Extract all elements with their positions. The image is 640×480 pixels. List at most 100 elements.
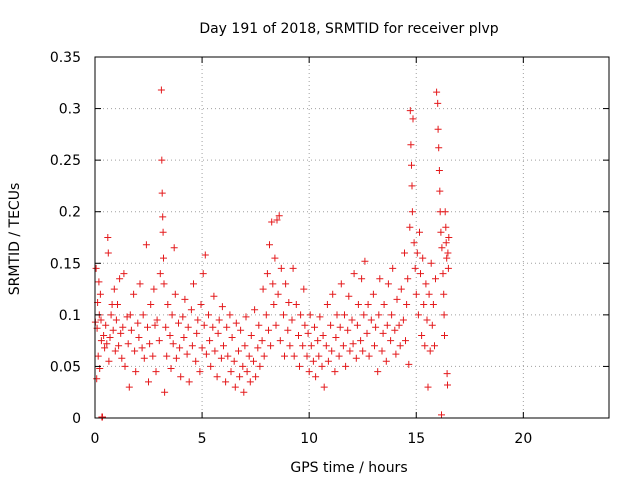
data-point <box>284 326 292 334</box>
data-point <box>223 323 231 331</box>
data-point <box>426 347 434 355</box>
data-point <box>163 352 171 360</box>
data-point <box>371 342 378 350</box>
data-point <box>442 239 450 247</box>
data-point <box>136 280 144 288</box>
data-point <box>192 357 200 365</box>
data-point <box>422 280 430 288</box>
data-point <box>250 357 257 365</box>
grid-lines <box>95 57 609 418</box>
data-point <box>282 280 290 288</box>
data-point <box>107 311 115 319</box>
data-point <box>97 316 105 324</box>
data-point <box>367 316 375 324</box>
data-point <box>172 354 180 362</box>
data-point <box>309 357 317 365</box>
data-point <box>437 228 445 236</box>
data-point <box>403 301 411 308</box>
data-point <box>110 285 118 293</box>
data-point <box>441 332 448 339</box>
data-point <box>431 342 438 350</box>
data-point <box>188 342 196 350</box>
data-point <box>323 301 331 308</box>
data-point <box>231 383 239 391</box>
data-point <box>273 216 281 224</box>
data-point <box>413 249 421 257</box>
data-point <box>164 301 172 308</box>
data-point <box>376 275 384 283</box>
data-point <box>346 347 354 355</box>
y-axis-label: SRMTID / TECUs <box>7 183 23 296</box>
y-tick-label: 0.2 <box>59 205 81 221</box>
data-point <box>272 321 280 329</box>
data-point <box>408 161 415 169</box>
data-point <box>109 326 117 334</box>
data-point <box>201 251 209 259</box>
data-point <box>184 323 192 331</box>
data-point <box>357 337 365 345</box>
data-point <box>349 340 357 348</box>
data-point <box>305 368 313 376</box>
data-point <box>206 337 214 345</box>
data-point <box>383 321 391 329</box>
data-point <box>311 323 318 331</box>
data-point <box>312 373 320 381</box>
data-point <box>115 342 123 350</box>
data-point <box>374 368 382 376</box>
data-point <box>156 270 164 278</box>
data-point <box>265 326 272 334</box>
data-point <box>439 270 447 278</box>
data-point <box>251 306 259 314</box>
data-point <box>181 295 189 303</box>
x-tick-label: 15 <box>407 431 425 447</box>
y-tick-label: 0.05 <box>50 359 81 375</box>
data-point <box>420 301 428 308</box>
data-point <box>299 342 307 350</box>
data-point <box>421 342 429 350</box>
data-point <box>322 342 330 350</box>
data-point <box>240 388 248 396</box>
data-point <box>124 340 132 348</box>
data-point <box>159 213 167 221</box>
data-point <box>193 329 201 337</box>
data-point <box>353 321 361 329</box>
data-point <box>227 368 235 376</box>
data-point <box>290 352 298 360</box>
data-point <box>401 249 408 257</box>
data-point <box>198 344 206 352</box>
data-point <box>378 347 386 355</box>
data-point <box>379 329 387 337</box>
data-point <box>342 362 350 370</box>
data-point <box>183 350 191 358</box>
data-point <box>380 301 388 308</box>
data-point <box>329 290 337 298</box>
data-point <box>168 311 176 319</box>
data-point <box>365 352 373 360</box>
data-point <box>289 264 297 272</box>
data-point <box>241 342 249 350</box>
y-tick-label: 0.1 <box>59 308 81 324</box>
data-point <box>304 329 312 337</box>
data-point <box>246 378 254 386</box>
data-point <box>434 125 442 133</box>
x-tick-label: 20 <box>514 431 532 447</box>
data-point <box>185 378 193 386</box>
data-point <box>316 313 324 321</box>
x-tick-label: 0 <box>91 431 100 447</box>
data-point <box>324 357 332 365</box>
data-point <box>200 321 208 329</box>
data-point <box>406 223 414 231</box>
data-point <box>99 413 106 421</box>
data-point <box>119 323 127 331</box>
data-point <box>255 321 263 329</box>
chart-title: Day 191 of 2018, SRMTID for receiver plv… <box>199 21 498 37</box>
data-point <box>222 378 230 386</box>
x-axis-label: GPS time / hours <box>290 460 407 476</box>
data-point <box>160 254 167 262</box>
data-point <box>440 290 448 298</box>
data-point <box>360 311 368 319</box>
axis-ticks: 0 5 10 15 20 0 0.05 0.1 0.15 0.2 0.25 0.3 0.35 <box>50 50 609 447</box>
data-point <box>436 187 444 195</box>
data-point <box>215 316 223 324</box>
data-point <box>169 340 177 348</box>
